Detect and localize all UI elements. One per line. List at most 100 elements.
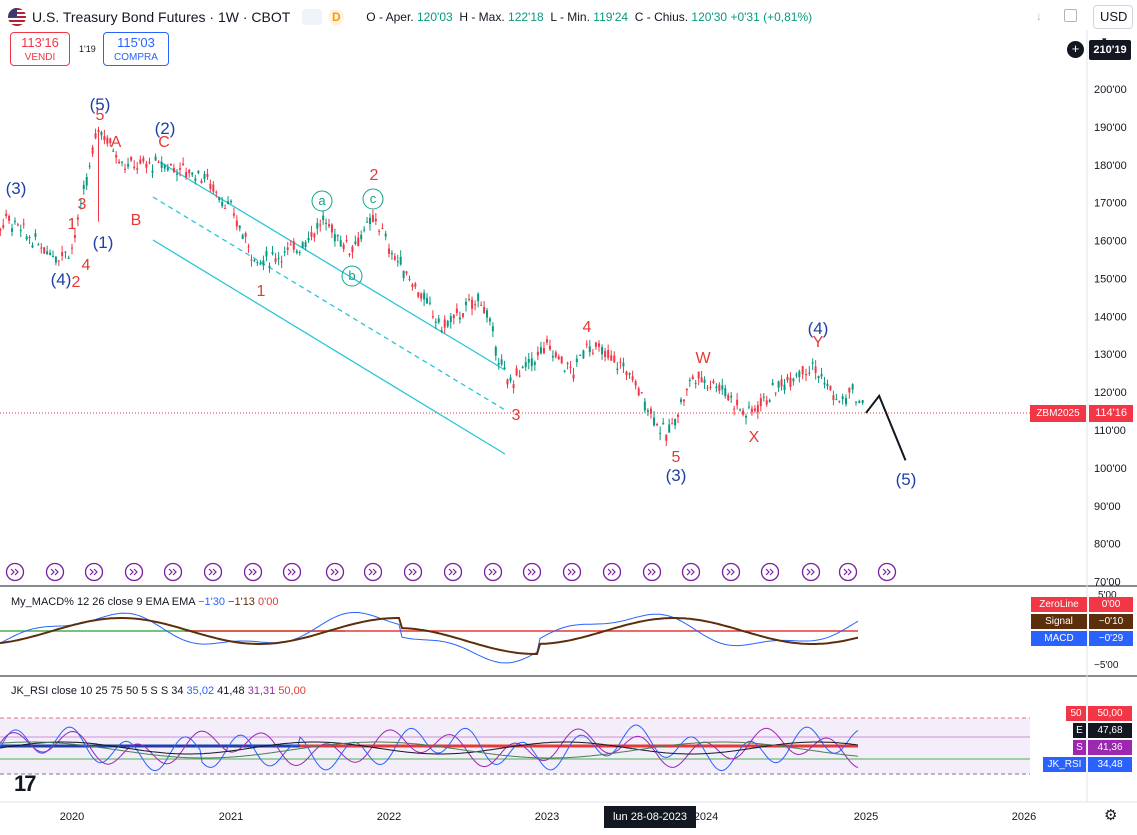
replay-icon bbox=[721, 562, 741, 582]
candle-body bbox=[247, 246, 250, 248]
candle-body bbox=[322, 215, 325, 221]
candle-body bbox=[563, 370, 566, 372]
replay-icon bbox=[282, 562, 302, 582]
candle-body bbox=[124, 168, 126, 170]
candle-body bbox=[471, 299, 474, 309]
candle-body bbox=[11, 228, 14, 232]
replay-icon-arrow bbox=[408, 568, 417, 576]
candle-body bbox=[712, 381, 715, 383]
candle-body bbox=[736, 399, 739, 406]
macd-axis-bottom: −5'00 bbox=[1094, 660, 1119, 671]
crosshair-plus-icon[interactable]: + bbox=[1067, 41, 1084, 58]
candle-body bbox=[154, 156, 157, 161]
price-tick: 130'00 bbox=[1094, 349, 1127, 361]
candle-body bbox=[289, 244, 292, 246]
candle-body bbox=[357, 237, 360, 247]
candle-body bbox=[166, 167, 169, 171]
tradingview-logo[interactable]: 17 bbox=[14, 771, 37, 796]
candle-body bbox=[823, 382, 826, 385]
down-arrow-icon[interactable]: ↓ bbox=[1036, 9, 1042, 23]
candle-body bbox=[464, 301, 467, 306]
time-axis[interactable]: 2020 2021 2022 2023 2024 2025 2026 bbox=[60, 811, 1036, 823]
candle-body bbox=[40, 247, 43, 249]
close-label: C - Chius. bbox=[634, 10, 689, 24]
candle-body bbox=[533, 362, 536, 365]
rsi-line bbox=[0, 727, 859, 768]
candle-body bbox=[25, 236, 28, 240]
candle-body bbox=[390, 252, 393, 255]
candle-body bbox=[509, 377, 512, 381]
replay-icon bbox=[163, 562, 183, 582]
candle-body bbox=[393, 256, 396, 260]
candle-body bbox=[491, 326, 494, 332]
price-tick: 140'00 bbox=[1094, 311, 1127, 323]
macd-name[interactable]: My_MACD% bbox=[11, 596, 74, 608]
replay-icon bbox=[124, 562, 144, 582]
rsi-s-value: 41,36 bbox=[1088, 740, 1132, 755]
candle-body bbox=[449, 316, 452, 323]
wave-label: (5) bbox=[896, 470, 917, 489]
candle-body bbox=[354, 241, 357, 244]
replay-icon-arrow bbox=[647, 568, 656, 576]
candle-body bbox=[753, 408, 756, 411]
candle-body bbox=[301, 242, 304, 248]
candle-body bbox=[814, 366, 817, 373]
sell-button[interactable]: 113'16 VENDI bbox=[10, 32, 70, 66]
interval-badge[interactable] bbox=[302, 9, 323, 25]
price-tick: 120'00 bbox=[1094, 387, 1127, 399]
candle-body bbox=[546, 339, 548, 343]
candle-body bbox=[646, 410, 649, 412]
low-value: 119'24 bbox=[593, 10, 629, 24]
candle-body bbox=[434, 321, 437, 324]
candle-body bbox=[682, 399, 685, 402]
candle-body bbox=[780, 379, 783, 387]
rsi-e-value: 47,68 bbox=[1088, 723, 1132, 738]
candle-body bbox=[706, 387, 709, 389]
low-label: L - Min. bbox=[550, 10, 590, 24]
buy-button[interactable]: 115'03 COMPRA bbox=[103, 32, 169, 66]
candle-body bbox=[515, 368, 518, 376]
candle-body bbox=[575, 358, 578, 363]
fullscreen-icon[interactable] bbox=[1064, 9, 1077, 22]
price-axis[interactable]: 200'00 190'00 180'00 170'00 160'00 150'00 140'… bbox=[1094, 84, 1127, 589]
candle-body bbox=[774, 392, 777, 394]
interval-badge-d[interactable]: D bbox=[328, 9, 345, 25]
candle-body bbox=[307, 237, 310, 241]
candle-body bbox=[215, 191, 218, 193]
replay-icon bbox=[5, 562, 25, 582]
replay-icons[interactable] bbox=[5, 562, 897, 582]
candle-body bbox=[452, 314, 455, 319]
candle-body bbox=[718, 384, 721, 391]
gear-icon[interactable]: ⚙ bbox=[1104, 807, 1118, 824]
candle-body bbox=[691, 376, 694, 380]
candle-body bbox=[218, 197, 221, 201]
candle-body bbox=[250, 259, 253, 261]
candle-body bbox=[817, 376, 820, 379]
candle-body bbox=[572, 374, 575, 379]
candle-body bbox=[2, 225, 5, 228]
rsi-e-tag: E 47,68 bbox=[1073, 723, 1132, 738]
rsi-s-tag: S 41,36 bbox=[1073, 740, 1132, 755]
replay-icon bbox=[602, 562, 622, 582]
candle-body bbox=[709, 386, 712, 388]
candle-body bbox=[745, 415, 747, 418]
wave-label-circle bbox=[362, 188, 384, 210]
candle-body bbox=[832, 395, 835, 400]
candle-body bbox=[631, 376, 634, 381]
time-tick: 2023 bbox=[535, 811, 559, 823]
candle-body bbox=[16, 224, 19, 226]
currency-selector[interactable]: USD ▾ bbox=[1093, 5, 1133, 45]
wave-label: 4 bbox=[82, 257, 91, 274]
wave-label: a bbox=[318, 193, 326, 208]
candle-body bbox=[649, 408, 652, 414]
replay-icon-arrow bbox=[208, 568, 217, 576]
candle-body bbox=[253, 260, 256, 262]
rsi-name[interactable]: JK_RSI bbox=[11, 685, 49, 697]
replay-icon-arrow bbox=[89, 568, 98, 576]
ohlc-readout: O - Aper. 120'03 H - Max. 122'18 L - Min… bbox=[366, 10, 812, 24]
candle-body bbox=[524, 362, 527, 368]
price-tick: 80'00 bbox=[1094, 539, 1121, 551]
symbol-title[interactable]: U.S. Treasury Bond Futures · 1W · CBOT bbox=[32, 9, 291, 25]
